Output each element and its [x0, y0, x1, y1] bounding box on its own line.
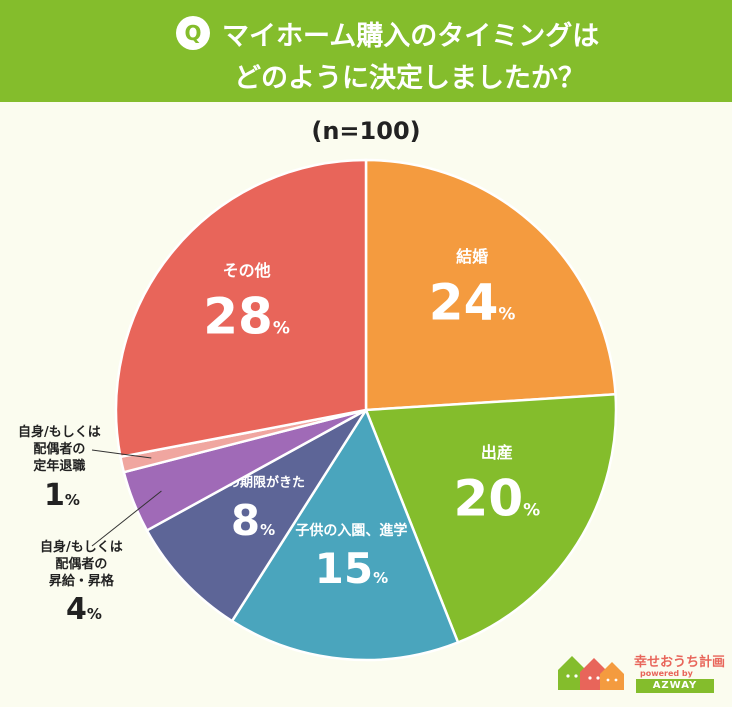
slice-label-7: その他	[223, 261, 271, 280]
sample-size: (n=100)	[311, 117, 421, 145]
slice-value-7: 28%	[203, 288, 290, 346]
question-title-line1: マイホーム購入のタイミングは	[222, 21, 600, 52]
slice-value-4: 8%	[231, 496, 275, 545]
promo-label-line2: 配偶者の	[55, 557, 108, 572]
promo-label: 自身/もしくは 配偶者の 昇給・昇格	[40, 539, 123, 590]
retire-value-number: 1	[44, 478, 65, 513]
pie-slice-7	[114, 158, 368, 459]
question-title-line2: どのように決定しましたか？	[234, 63, 585, 94]
slice-value-2: 20%	[454, 470, 541, 528]
slice-label-2: 出産	[481, 443, 513, 462]
slice-value-1: 24%	[429, 274, 516, 332]
promo-value: 4%	[66, 592, 102, 627]
retire-label-line3: 定年退職	[33, 459, 86, 474]
leader-line-6	[91, 449, 152, 459]
pie-slice-2	[364, 392, 618, 645]
question-header: Q マイホーム購入のタイミングは どのように決定しましたか？	[0, 0, 732, 102]
logo-name: 幸せおうち計画	[634, 655, 726, 670]
retire-label-line2: 配偶者の	[33, 442, 86, 457]
pie-slice-1	[364, 158, 617, 412]
retire-value: 1%	[44, 478, 80, 513]
slice-label-1: 結婚	[456, 247, 488, 266]
pie-slice-3	[230, 407, 460, 662]
logo-houses-icon	[558, 656, 624, 690]
question-badge: Q	[176, 16, 210, 50]
promo-value-unit: %	[86, 605, 102, 623]
pie-slice-4	[145, 408, 368, 623]
slice-label-3: 子供の入園、進学	[295, 522, 407, 539]
leader-line-5	[91, 490, 162, 547]
promo-label-line3: 昇給・昇格	[48, 574, 114, 589]
retire-value-unit: %	[64, 491, 80, 509]
promo-label-line1: 自身/もしくは	[40, 540, 123, 555]
logo-powered-by: powered by	[640, 669, 693, 678]
logo-brand: AZWAY	[636, 679, 714, 693]
retire-label-line1: 自身/もしくは	[18, 425, 101, 440]
slice-value-3: 15%	[315, 544, 388, 593]
retire-label: 自身/もしくは 配偶者の 定年退職	[18, 424, 101, 475]
promo-value-number: 4	[66, 592, 87, 627]
